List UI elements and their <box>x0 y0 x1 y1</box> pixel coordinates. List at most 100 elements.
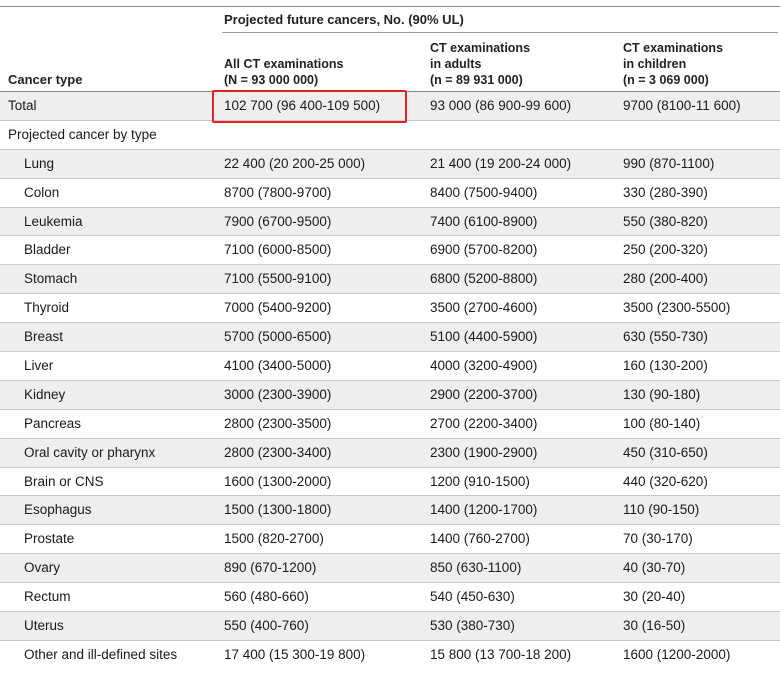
cell-all-ct: 1500 (820-2700) <box>224 531 324 547</box>
column-header-children-line2: in children <box>623 57 687 71</box>
table-row: Kidney 3000 (2300-3900) 2900 (2200-3700) 13… <box>0 380 780 410</box>
row-label: Prostate <box>24 531 75 547</box>
super-header-rule <box>222 32 778 33</box>
row-label: Rectum <box>24 589 71 605</box>
table-row: Oral cavity or pharynx 2800 (2300-3400) 23… <box>0 438 780 468</box>
table-row: Esophagus 1500 (1300-1800) 1400 (1200-1700… <box>0 496 780 526</box>
cell-adults: 15 800 (13 700-18 200) <box>430 646 572 662</box>
top-rule <box>0 6 780 7</box>
cancer-type-header: Cancer type <box>8 72 83 87</box>
row-label: Uterus <box>24 618 64 634</box>
row-label: Kidney <box>24 386 66 402</box>
row-label: Esophagus <box>24 502 92 518</box>
cell-children: 40 (30-70) <box>623 560 686 576</box>
cell-children: 160 (130-200) <box>623 358 708 374</box>
cell-all-ct: 2800 (2300-3500) <box>224 415 332 431</box>
cell-all-ct: 22 400 (20 200-25 000) <box>224 155 366 171</box>
cell-children: 330 (280-390) <box>623 184 708 200</box>
cell-children: 550 (380-820) <box>623 213 708 229</box>
cell-adults: 6900 (5700-8200) <box>430 242 538 258</box>
table-row: Other and ill-defined sites 17 400 (15 30… <box>0 641 780 670</box>
table-row: Ovary 890 (670-1200) 850 (630-1100) 40 (30-… <box>0 554 780 584</box>
cell-children: 1600 (1200-2000) <box>623 646 731 662</box>
row-label: Colon <box>24 184 60 200</box>
cell-adults: 1200 (910-1500) <box>430 473 530 489</box>
table-row: Uterus 550 (400-760) 530 (380-730) 30 (16-5… <box>0 612 780 641</box>
column-header-all-line2: (N = 93 000 000) <box>224 73 319 87</box>
cell-all-ct: 8700 (7800-9700) <box>224 184 332 200</box>
table-row: Colon 8700 (7800-9700) 8400 (7500-9400) 330… <box>0 179 780 208</box>
cell-children: 280 (200-400) <box>623 271 708 287</box>
cell-all-ct: 7900 (6700-9500) <box>224 213 332 229</box>
cell-children: 990 (870-1100) <box>623 155 715 171</box>
cell-adults: 3500 (2700-4600) <box>430 300 538 316</box>
cell-adults: 1400 (760-2700) <box>430 531 530 547</box>
table-row: Rectum 560 (480-660) 540 (450-630) 30 (20-4… <box>0 583 780 613</box>
table-row: Bladder 7100 (6000-8500) 6900 (5700-8200) 2… <box>0 236 780 266</box>
column-header-all-line1: All CT examinations <box>224 57 344 71</box>
cell-children: 130 (90-180) <box>623 386 701 402</box>
cell-adults: 2300 (1900-2900) <box>430 444 538 460</box>
cell-adults: 850 (630-1100) <box>430 560 522 576</box>
cell-children: 100 (80-140) <box>623 415 701 431</box>
cell-children: 9700 (8100-11 600) <box>623 98 741 113</box>
cell-adults: 7400 (6100-8900) <box>430 213 538 229</box>
column-header-children-line3: (n = 3 069 000) <box>623 73 709 87</box>
row-label: Stomach <box>24 271 78 287</box>
column-header-children: CT examinations in children (n = 3 069 0… <box>623 40 723 88</box>
cell-all-ct: 7100 (6000-8500) <box>224 242 332 258</box>
cell-adults: 6800 (5200-8800) <box>430 271 538 287</box>
table-row: Breast 5700 (5000-6500) 5100 (4400-5900) 63… <box>0 323 780 353</box>
cell-all-ct: 550 (400-760) <box>224 618 309 634</box>
table-row: Liver 4100 (3400-5000) 4000 (3200-4900) 160… <box>0 352 780 381</box>
cell-all-ct: 3000 (2300-3900) <box>224 386 332 402</box>
cell-all-ct: 890 (670-1200) <box>224 560 317 576</box>
row-label: Liver <box>24 358 54 374</box>
cell-children: 30 (20-40) <box>623 589 686 605</box>
cell-adults: 8400 (7500-9400) <box>430 184 538 200</box>
row-label: Ovary <box>24 560 61 576</box>
cell-adults: 1400 (1200-1700) <box>430 502 538 518</box>
row-label: Oral cavity or pharynx <box>24 444 156 460</box>
column-header-adults: CT examinations in adults (n = 89 931 00… <box>430 40 530 88</box>
cell-adults: 5100 (4400-5900) <box>430 329 538 345</box>
cell-adults: 530 (380-730) <box>430 618 515 634</box>
super-header: Projected future cancers, No. (90% UL) <box>224 12 464 27</box>
cell-all-ct: 5700 (5000-6500) <box>224 329 332 345</box>
table-row: Brain or CNS 1600 (1300-2000) 1200 (910-15… <box>0 468 780 497</box>
cell-all-ct: 2800 (2300-3400) <box>224 444 332 460</box>
cell-adults: 93 000 (86 900-99 600) <box>430 98 572 113</box>
column-header-children-line1: CT examinations <box>623 41 724 55</box>
row-label: Breast <box>24 329 64 345</box>
highlight-box <box>212 90 407 123</box>
cell-adults: 540 (450-630) <box>430 589 515 605</box>
table-section-header: Projected cancer by type <box>0 121 780 150</box>
cell-children: 450 (310-650) <box>623 444 708 460</box>
cell-children: 630 (550-730) <box>623 329 708 345</box>
table-row-total: Total 102 700 (96 400-109 500) 93 000 (86 … <box>0 92 780 121</box>
cell-children: 110 (90-150) <box>623 502 700 518</box>
row-label: Bladder <box>24 242 71 258</box>
cell-all-ct: 7100 (5500-9100) <box>224 271 332 287</box>
cell-adults: 2700 (2200-3400) <box>430 415 538 431</box>
cell-children: 440 (320-620) <box>623 473 708 489</box>
row-label: Other and ill-defined sites <box>24 646 178 662</box>
cell-all-ct: 4100 (3400-5000) <box>224 358 332 374</box>
row-label: Pancreas <box>24 415 82 431</box>
cell-children: 70 (30-170) <box>623 531 693 547</box>
table-body: Total 102 700 (96 400-109 500) 93 000 (86 … <box>0 92 780 670</box>
cell-children: 250 (200-320) <box>623 242 708 258</box>
cell-children: 30 (16-50) <box>623 618 686 634</box>
row-label: Brain or CNS <box>24 473 104 489</box>
cell-all-ct: 102 700 (96 400-109 500) <box>224 98 381 113</box>
row-label: Total <box>8 98 37 113</box>
cell-adults: 4000 (3200-4900) <box>430 358 538 374</box>
row-label: Thyroid <box>24 300 70 316</box>
table-row: Leukemia 7900 (6700-9500) 7400 (6100-8900)… <box>0 207 780 237</box>
column-header-adults-line2: in adults <box>430 57 482 71</box>
table-row: Stomach 7100 (5500-9100) 6800 (5200-8800) 2… <box>0 265 780 295</box>
cell-children: 3500 (2300-5500) <box>623 300 731 316</box>
row-label: Lung <box>24 155 55 171</box>
table-row: Thyroid 7000 (5400-9200) 3500 (2700-4600) 3… <box>0 294 780 324</box>
